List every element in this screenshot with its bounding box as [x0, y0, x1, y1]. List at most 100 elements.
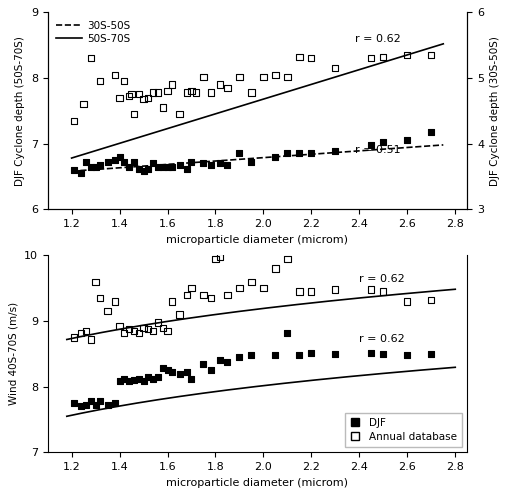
Point [158, 104, 167, 112]
Point [207, 294, 215, 302]
Point [154, 163, 162, 171]
Point [331, 350, 339, 358]
Point [224, 84, 232, 92]
X-axis label: microparticle diameter (microm): microparticle diameter (microm) [167, 478, 348, 488]
Point [144, 325, 152, 333]
Point [187, 284, 196, 292]
Point [175, 110, 183, 118]
Point [379, 350, 388, 358]
Point [403, 51, 411, 59]
Point [87, 335, 95, 343]
Point [87, 163, 95, 171]
Point [200, 360, 208, 368]
Point [164, 327, 172, 335]
Point [154, 88, 162, 96]
Point [283, 73, 292, 81]
Point [120, 77, 129, 85]
Point [120, 375, 129, 383]
Point [307, 55, 315, 62]
Point [82, 401, 90, 409]
Point [247, 88, 256, 96]
Point [128, 90, 136, 98]
Point [130, 110, 138, 118]
Point [135, 90, 143, 98]
Point [125, 163, 133, 171]
Point [144, 373, 152, 381]
Point [111, 399, 119, 407]
Point [104, 158, 112, 166]
Point [115, 153, 123, 161]
Point [247, 158, 256, 166]
Point [235, 149, 243, 157]
Point [158, 163, 167, 171]
Point [307, 349, 315, 357]
Point [283, 149, 292, 157]
Point [331, 286, 339, 294]
Point [207, 161, 215, 169]
Point [183, 165, 191, 173]
Point [97, 294, 105, 302]
Point [91, 163, 100, 171]
Point [403, 298, 411, 306]
Point [168, 369, 176, 376]
Point [200, 291, 208, 299]
Point [260, 284, 268, 292]
Point [164, 87, 172, 95]
Point [379, 53, 388, 61]
Point [295, 53, 303, 61]
Point [283, 255, 292, 263]
Point [154, 318, 162, 326]
Point [125, 92, 133, 100]
Point [271, 153, 279, 161]
Point [149, 88, 157, 96]
Point [130, 376, 138, 384]
Point [97, 397, 105, 405]
Point [187, 375, 196, 383]
Point [247, 351, 256, 359]
Point [271, 71, 279, 79]
Point [367, 286, 375, 294]
Point [427, 51, 435, 59]
Point [224, 291, 232, 299]
Point [91, 278, 100, 286]
Point [216, 159, 225, 167]
Point [120, 158, 129, 166]
Point [140, 324, 148, 332]
Point [427, 296, 435, 304]
Y-axis label: DJF Cyclone depth (30S-50S): DJF Cyclone depth (30S-50S) [490, 36, 500, 186]
Legend: 30S-50S, 50S-70S: 30S-50S, 50S-70S [53, 17, 134, 47]
Point [295, 149, 303, 157]
Point [283, 329, 292, 337]
Point [403, 351, 411, 359]
Point [175, 310, 183, 318]
Point [187, 158, 196, 166]
Point [164, 163, 172, 171]
Point [379, 288, 388, 296]
Point [216, 253, 225, 261]
Point [77, 402, 85, 410]
Point [168, 163, 176, 171]
Point [80, 100, 88, 108]
Point [367, 141, 375, 149]
Point [154, 373, 162, 381]
Point [130, 158, 138, 166]
Point [115, 322, 123, 330]
Text: r = 0.51: r = 0.51 [355, 145, 400, 155]
Point [144, 165, 152, 173]
Point [149, 375, 157, 383]
Point [211, 255, 219, 263]
Point [168, 80, 176, 88]
Point [183, 291, 191, 299]
Point [104, 401, 112, 409]
Point [207, 367, 215, 374]
Y-axis label: DJF Cyclone depth (50S-70S): DJF Cyclone depth (50S-70S) [15, 36, 25, 186]
Point [115, 94, 123, 102]
Point [295, 351, 303, 359]
Point [104, 308, 112, 315]
Point [82, 327, 90, 335]
Point [207, 88, 215, 96]
Point [135, 165, 143, 173]
Point [271, 265, 279, 273]
Legend: DJF, Annual database: DJF, Annual database [345, 413, 462, 447]
Point [331, 147, 339, 155]
